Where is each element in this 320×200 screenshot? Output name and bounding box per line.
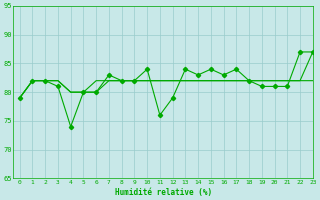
X-axis label: Humidité relative (%): Humidité relative (%) (115, 188, 212, 197)
